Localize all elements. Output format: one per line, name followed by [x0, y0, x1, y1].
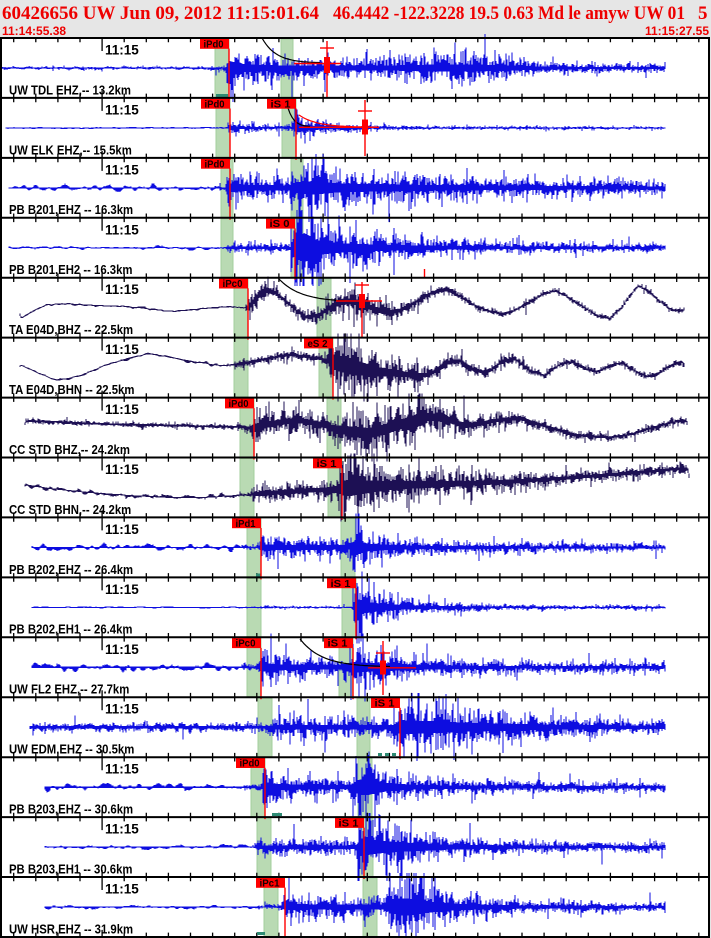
svg-text:11:15: 11:15 [105, 222, 139, 237]
svg-text:iPc0: iPc0 [236, 639, 256, 650]
svg-text:iPd1: iPd1 [236, 519, 256, 530]
svg-text:11:15: 11:15 [105, 702, 139, 717]
svg-text:11:15: 11:15 [105, 462, 139, 477]
svg-text:iS 1: iS 1 [317, 459, 337, 470]
svg-text:PB B201,EHZ -- 16.3km: PB B201,EHZ -- 16.3km [9, 202, 133, 217]
svg-text:46.4442 -122.3228 19.5 0.63 Md: 46.4442 -122.3228 19.5 0.63 Md le amyw U… [333, 3, 685, 24]
svg-text:CC STD BHN,-- 24.2km: CC STD BHN,-- 24.2km [9, 502, 131, 517]
svg-text:iPd0: iPd0 [205, 99, 225, 110]
svg-text:11:15: 11:15 [105, 43, 139, 58]
svg-text:iS 1: iS 1 [339, 819, 359, 830]
svg-text:PB B203,EH1 -- 30.6km: PB B203,EH1 -- 30.6km [9, 861, 133, 876]
svg-text:iS 1: iS 1 [331, 579, 351, 590]
svg-text:11:15: 11:15 [105, 882, 139, 897]
svg-text:11:14:55.38: 11:14:55.38 [2, 24, 66, 38]
svg-text:iS 1: iS 1 [328, 639, 348, 650]
svg-text:11:15:27.55: 11:15:27.55 [645, 24, 709, 38]
svg-text:11:15: 11:15 [105, 102, 139, 117]
svg-text:5: 5 [698, 3, 708, 24]
svg-text:11:15: 11:15 [105, 582, 139, 597]
svg-text:PB B202,EHZ -- 26.4km: PB B202,EHZ -- 26.4km [9, 562, 133, 577]
svg-text:iPc1: iPc1 [260, 878, 280, 889]
svg-text:11:15: 11:15 [105, 282, 139, 297]
svg-text:UW HSR,EHZ -- 31.9km: UW HSR,EHZ -- 31.9km [9, 921, 133, 936]
svg-text:UW EDM,EHZ -- 30.5km: UW EDM,EHZ -- 30.5km [9, 742, 134, 757]
svg-text:iS 1: iS 1 [375, 699, 395, 710]
svg-text:11:15: 11:15 [105, 162, 139, 177]
svg-text:iPc0: iPc0 [223, 279, 243, 290]
svg-text:iS 0: iS 0 [270, 219, 290, 230]
svg-text:TA E04D,BHZ -- 22.5km: TA E04D,BHZ -- 22.5km [9, 322, 133, 337]
svg-text:PB B202,EH1 -- 26.4km: PB B202,EH1 -- 26.4km [9, 622, 133, 637]
svg-text:11:15: 11:15 [105, 762, 139, 777]
svg-text:iS 1: iS 1 [271, 99, 291, 110]
svg-text:11:15: 11:15 [105, 342, 139, 357]
svg-text:PB B201,EH2 -- 16.3km: PB B201,EH2 -- 16.3km [9, 262, 133, 277]
svg-text:UW FL2 EHZ,-- 27.7km: UW FL2 EHZ,-- 27.7km [9, 682, 129, 697]
svg-text:TA E04D,BHN -- 22.5km: TA E04D,BHN -- 22.5km [9, 382, 134, 397]
svg-text:eS 2: eS 2 [308, 339, 328, 350]
svg-text:11:15: 11:15 [105, 642, 139, 657]
svg-text:11:15: 11:15 [105, 822, 139, 837]
svg-text:60426656 UW Jun 09, 2012 11:15: 60426656 UW Jun 09, 2012 11:15:01.64 [2, 3, 319, 24]
svg-text:iPd0: iPd0 [205, 159, 225, 170]
svg-text:iPd0: iPd0 [229, 399, 249, 410]
svg-text:iPd0: iPd0 [240, 759, 260, 770]
svg-text:11:15: 11:15 [105, 402, 139, 417]
svg-text:PB B203,EHZ -- 30.6km: PB B203,EHZ -- 30.6km [9, 802, 133, 817]
svg-text:CC STD BHZ,-- 24.2km: CC STD BHZ,-- 24.2km [9, 442, 130, 457]
svg-text:iPd0: iPd0 [204, 39, 224, 50]
svg-text:UW TDL EHZ,-- 13.2km: UW TDL EHZ,-- 13.2km [9, 82, 131, 97]
svg-text:11:15: 11:15 [105, 522, 139, 537]
svg-text:UW ELK EHZ,-- 15.5km: UW ELK EHZ,-- 15.5km [9, 142, 132, 157]
